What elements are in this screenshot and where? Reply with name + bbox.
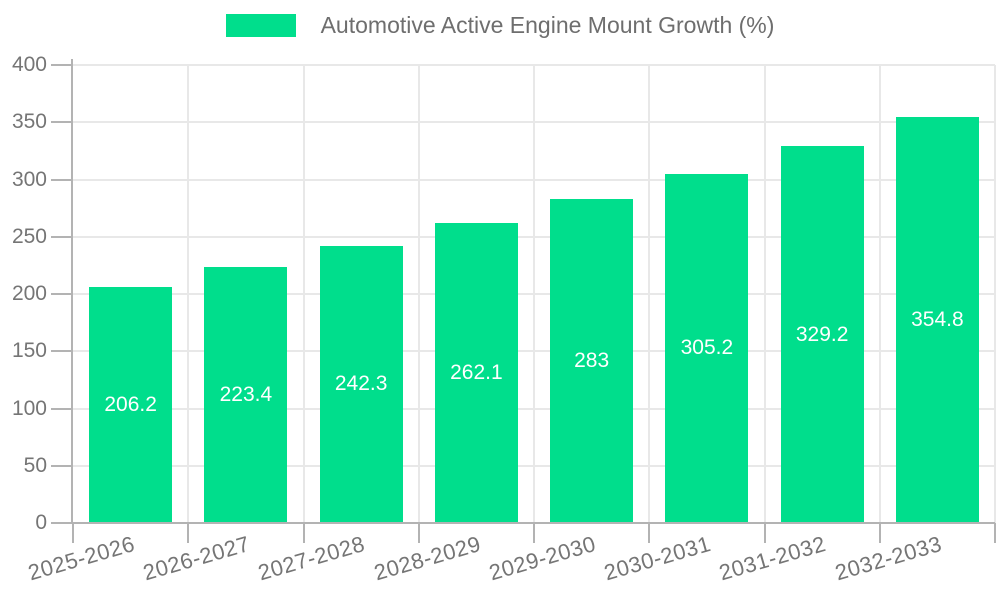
y-tick — [51, 121, 73, 124]
y-tick-label: 200 — [11, 282, 47, 305]
bar-2027-2028[interactable]: 242.3 — [319, 245, 403, 523]
bar-value-label: 206.2 — [104, 392, 157, 416]
y-tick — [51, 235, 73, 238]
x-tick — [417, 523, 420, 543]
bar-2031-2032[interactable]: 329.2 — [780, 146, 864, 523]
bar-value-label: 223.4 — [219, 383, 273, 407]
x-tick-label-2030-2031: 2030-2031 — [601, 531, 714, 586]
y-tick — [51, 350, 73, 353]
x-axis-line — [51, 522, 995, 524]
bar-2032-2033[interactable]: 354.8 — [895, 116, 979, 523]
x-tick — [994, 523, 996, 543]
y-tick-label: 300 — [11, 167, 47, 191]
bar-value-label: 262.1 — [450, 360, 503, 384]
legend-swatch-icon — [225, 14, 296, 37]
bar-2030-2031[interactable]: 305.2 — [665, 173, 749, 523]
bar-value-label: 242.3 — [334, 372, 388, 396]
v-gridline — [417, 65, 420, 523]
y-tick-label: 400 — [11, 53, 47, 76]
legend: Automotive Active Engine Mount Growth (%… — [0, 12, 1000, 39]
bar-2025-2026[interactable]: 206.2 — [89, 286, 173, 523]
y-tick — [51, 64, 73, 66]
y-tick — [51, 407, 73, 410]
y-tick-label: 50 — [23, 453, 47, 477]
legend-item[interactable]: Automotive Active Engine Mount Growth (%… — [225, 12, 775, 39]
y-tick — [51, 178, 73, 181]
v-gridline — [533, 65, 535, 523]
y-tick — [51, 464, 73, 467]
y-axis-line — [71, 59, 73, 523]
x-tick — [187, 523, 190, 543]
y-tick-label: 250 — [11, 224, 47, 248]
bar-value-label: 329.2 — [795, 322, 849, 346]
x-tick — [72, 523, 74, 543]
y-tick — [51, 293, 73, 295]
legend-label: Automotive Active Engine Mount Growth (%… — [320, 12, 775, 38]
y-tick-label: 350 — [11, 110, 47, 134]
x-tick — [648, 523, 651, 543]
y-tick-label: 0 — [35, 511, 47, 534]
bar-2026-2027[interactable]: 223.4 — [204, 267, 288, 523]
bar-value-label: 283 — [574, 348, 610, 372]
y-tick-label: 150 — [11, 339, 47, 363]
x-tick-label-2031-2032: 2031-2032 — [716, 531, 830, 586]
x-tick-label-2027-2028: 2027-2028 — [255, 531, 369, 586]
v-gridline — [302, 65, 305, 523]
bar-2028-2029[interactable]: 262.1 — [434, 222, 518, 523]
x-tick-label-2029-2030: 2029-2030 — [486, 531, 599, 586]
bar-value-label: 305.2 — [680, 336, 734, 360]
x-tick-label-2025-2026: 2025-2026 — [25, 531, 138, 586]
v-gridline — [878, 65, 881, 523]
v-gridline — [994, 65, 996, 523]
v-gridline — [648, 65, 651, 523]
x-tick — [763, 523, 766, 543]
x-tick — [533, 523, 535, 543]
x-tick-label-2032-2033: 2032-2033 — [831, 531, 945, 586]
bar-2029-2030[interactable]: 283 — [550, 198, 634, 523]
v-gridline — [763, 65, 766, 523]
x-tick-label-2028-2029: 2028-2029 — [370, 531, 484, 586]
v-gridline — [187, 65, 190, 523]
x-tick — [878, 523, 881, 543]
bar-value-label: 354.8 — [911, 307, 964, 331]
y-tick-label: 100 — [11, 396, 47, 420]
x-tick-label-2026-2027: 2026-2027 — [140, 531, 253, 586]
x-tick — [302, 523, 305, 543]
